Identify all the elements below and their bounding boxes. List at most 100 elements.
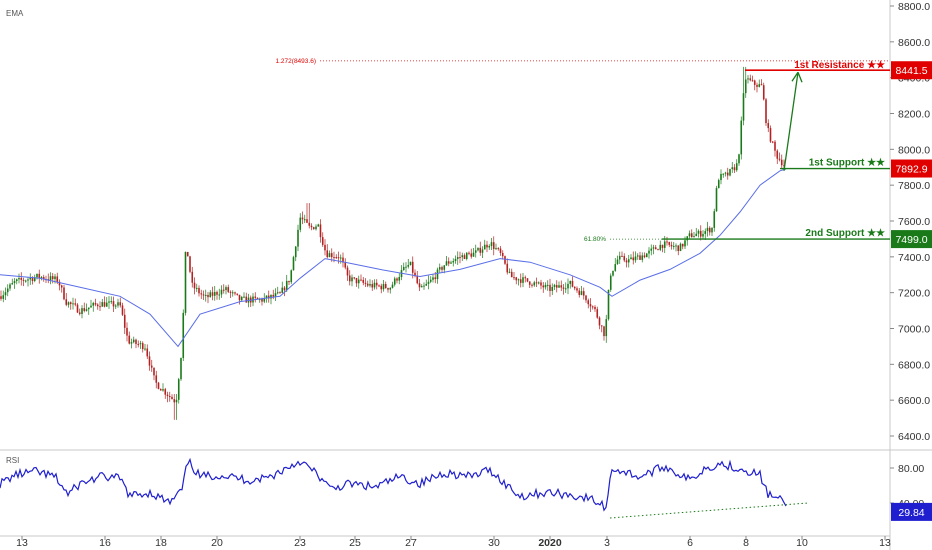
candle-body	[258, 299, 261, 301]
candle-body	[528, 281, 531, 285]
candle-body	[666, 241, 668, 243]
fib-retracement-label: 61.80%	[584, 236, 606, 243]
candle-body	[434, 277, 437, 280]
candle-body	[708, 227, 711, 233]
candle-body	[18, 277, 20, 280]
candle-body	[470, 253, 473, 257]
candle-body	[384, 284, 387, 289]
candle-body	[56, 276, 59, 282]
candle-body	[603, 326, 605, 337]
candle-body	[389, 287, 392, 290]
candle-body	[627, 259, 630, 263]
candle-body	[573, 286, 576, 289]
candle-body	[24, 280, 27, 282]
candle-body	[186, 251, 189, 257]
candle-body	[155, 375, 158, 383]
candle-body	[576, 288, 578, 291]
rsi-indicator-label: RSI	[6, 456, 19, 465]
candle-body	[771, 141, 774, 143]
candle-body	[641, 255, 644, 260]
candle-body	[690, 233, 693, 238]
candle-body	[659, 244, 662, 250]
candle-body	[717, 180, 720, 189]
candle-body	[20, 277, 23, 280]
price-tick-label: 8600.0	[898, 37, 930, 49]
candle-body	[675, 245, 677, 247]
candle-body	[508, 271, 511, 273]
candle-body	[42, 277, 45, 280]
candle-body	[117, 302, 119, 306]
candle-body	[760, 84, 763, 86]
candle-body	[616, 259, 619, 265]
candle-body	[713, 211, 716, 228]
candle-body	[225, 287, 227, 291]
candle-body	[81, 308, 83, 314]
candle-body	[418, 283, 421, 288]
candle-body	[281, 287, 284, 293]
ema-line	[0, 168, 787, 348]
candle-body	[58, 281, 61, 286]
candle-body	[670, 244, 673, 247]
candle-body	[540, 282, 542, 286]
first-support-label: 1st Support ★★	[809, 158, 885, 169]
candle-body	[724, 172, 727, 174]
candle-body	[312, 227, 315, 230]
price-tick-label: 7800.0	[898, 180, 930, 192]
candle-body	[679, 243, 682, 252]
candle-body	[632, 257, 635, 261]
candle-body	[490, 242, 493, 246]
candle-body	[623, 256, 626, 261]
candle-body	[150, 365, 153, 368]
candle-body	[553, 285, 556, 287]
candle-body	[234, 292, 236, 294]
price-tick-label: 7400.0	[898, 252, 930, 264]
candle-body	[544, 284, 547, 288]
candle-body	[110, 301, 113, 303]
candle-body	[756, 84, 758, 87]
candle-body	[420, 286, 423, 288]
candle-body	[175, 399, 178, 403]
candle-body	[758, 84, 761, 87]
candle-body	[762, 85, 765, 100]
candle-body	[767, 123, 770, 129]
candle-body	[569, 280, 572, 284]
candle-body	[549, 284, 551, 291]
ema-indicator-label: EMA	[6, 9, 24, 18]
candle-body	[535, 282, 538, 284]
candle-body	[564, 288, 567, 290]
candle-body	[236, 293, 239, 295]
candle-body	[432, 277, 434, 280]
candle-body	[423, 285, 425, 287]
price-pane: 1st Resistance ★★ 1st Support ★★ 2nd Suppo…	[0, 58, 890, 420]
candle-body	[558, 285, 560, 288]
candle-body	[738, 154, 740, 164]
candle-body	[29, 277, 32, 280]
time-tick-label: 30	[488, 537, 500, 549]
candle-body	[321, 237, 324, 245]
candle-body	[15, 279, 18, 282]
candle-body	[605, 319, 608, 337]
candle-body	[751, 80, 754, 82]
candle-body	[193, 282, 196, 289]
candle-body	[501, 253, 504, 257]
time-tick-label: 8	[743, 537, 749, 549]
candle-body	[699, 230, 702, 237]
candle-body	[684, 240, 686, 247]
candle-body	[317, 224, 320, 227]
candle-body	[416, 275, 419, 284]
candle-body	[83, 308, 86, 311]
candle-body	[157, 382, 160, 389]
candle-body	[688, 233, 691, 237]
candle-body	[299, 217, 302, 230]
price-tick-label: 8800.0	[898, 1, 930, 13]
candle-body	[672, 245, 675, 247]
candle-body	[749, 78, 752, 81]
candle-body	[729, 169, 731, 176]
candle-body	[578, 290, 581, 295]
candle-body	[11, 283, 14, 285]
candle-body	[459, 257, 461, 259]
candle-body	[303, 219, 306, 221]
candle-body	[715, 188, 718, 212]
candle-body	[96, 304, 99, 307]
